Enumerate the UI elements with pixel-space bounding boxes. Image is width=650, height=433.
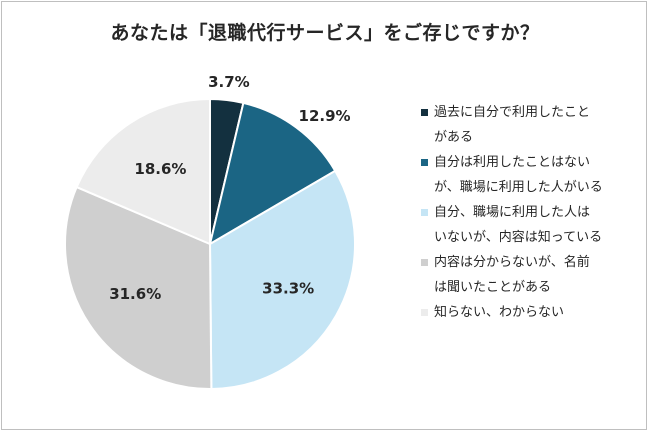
pie-value-label-0: 3.7% [208, 73, 250, 91]
chart-title: あなたは「退職代行サービス」をご存じですか？ [110, 22, 540, 44]
legend-label: 内容は分からないが、名前 は聞いたことがある [434, 255, 590, 295]
legend-swatch-icon [421, 209, 428, 216]
legend-swatch-icon [421, 159, 428, 166]
legend-label: 知らない、わからない [434, 305, 565, 320]
pie-value-label-3: 31.6% [109, 285, 161, 303]
legend-label: 過去に自分で利用したこと がある [434, 105, 591, 145]
pie-slice-4 [75, 97, 211, 246]
legend-label: 自分は利用したことはない が、職場に利用した人がいる [434, 155, 603, 195]
pie-slice-1 [208, 101, 337, 247]
pie-value-label-2: 33.3% [262, 279, 314, 297]
legend-item-coworker-used: 自分は利用したことはない が、職場に利用した人がいる [421, 150, 641, 200]
pie-slice-3 [64, 185, 213, 390]
legend-label: 自分、職場に利用した人は いないが、内容は知っている [434, 205, 603, 245]
pie-value-labels: 3.7% 12.9% 33.3% 31.6% 18.6% [109, 73, 350, 303]
legend: 過去に自分で利用したこと がある 自分は利用したことはない が、職場に利用した人… [421, 100, 641, 325]
pie-slices [64, 97, 356, 391]
pie-value-label-1: 12.9% [299, 107, 351, 125]
legend-swatch-icon [421, 259, 428, 266]
legend-item-dont-know: 知らない、わからない [421, 300, 641, 325]
pie-slice-2 [208, 169, 356, 391]
legend-swatch-icon [421, 309, 428, 316]
legend-item-know-content: 自分、職場に利用した人は いないが、内容は知っている [421, 200, 641, 250]
legend-item-used-self: 過去に自分で利用したこと がある [421, 100, 641, 150]
legend-item-heard-name: 内容は分からないが、名前 は聞いたことがある [421, 250, 641, 300]
pie-value-label-4: 18.6% [134, 160, 186, 178]
legend-swatch-icon [421, 109, 428, 116]
